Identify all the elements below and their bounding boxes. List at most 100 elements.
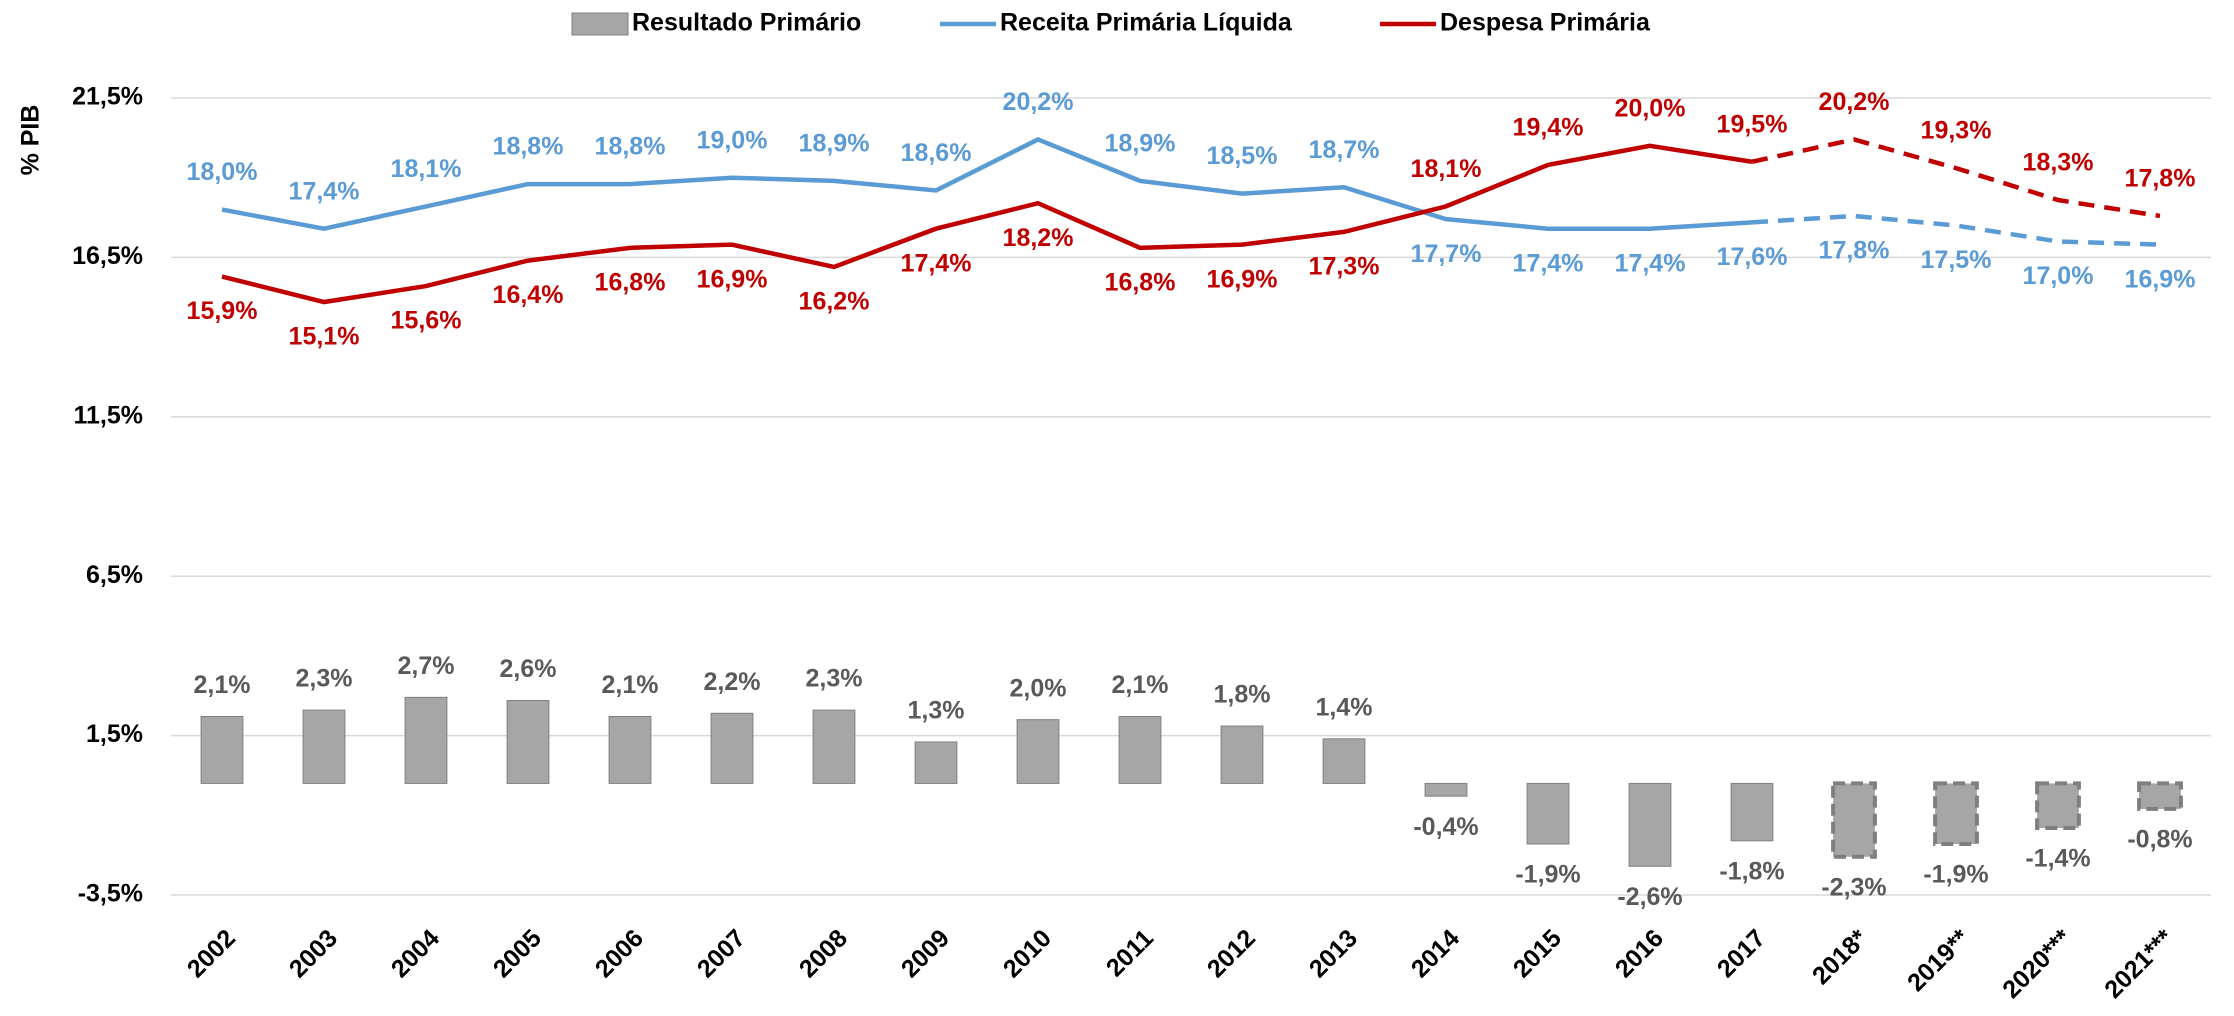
data-label: 2,3% [806, 665, 863, 693]
data-label: 15,1% [289, 323, 360, 351]
data-label: 19,5% [1717, 110, 1788, 138]
bar [608, 715, 652, 784]
data-label: 20,2% [1003, 88, 1074, 116]
data-label: 2,1% [194, 671, 251, 699]
x-tick-label: 2002 [182, 924, 241, 983]
data-label: 20,2% [1819, 88, 1890, 116]
data-label: 17,0% [2023, 262, 2094, 290]
x-tick-label: 2017 [1712, 924, 1771, 983]
bar [506, 700, 550, 784]
data-label: 17,6% [1717, 243, 1788, 271]
data-label: -1,8% [1719, 857, 1784, 885]
bar [1220, 725, 1264, 784]
data-label: 1,3% [908, 697, 965, 725]
bar [302, 709, 346, 784]
data-label: 2,1% [602, 671, 659, 699]
data-label: -2,6% [1617, 883, 1682, 911]
x-tick-label: 2004 [386, 924, 445, 983]
x-tick-label: 2014 [1406, 924, 1465, 983]
y-tick-label: 21,5% [72, 83, 143, 111]
data-label: 17,4% [1513, 249, 1584, 277]
data-label: 17,3% [1309, 253, 1380, 281]
data-label: 1,4% [1316, 693, 1373, 721]
y-tick-label: 6,5% [86, 561, 143, 589]
x-tick-label: 2010 [998, 924, 1057, 983]
y-axis-label: % PIB [17, 105, 45, 176]
data-label: -0,4% [1413, 813, 1478, 841]
line [1751, 137, 2161, 219]
data-label: 16,9% [2125, 265, 2196, 293]
x-tick-label: 2016 [1610, 924, 1669, 983]
x-tick-label: 2011 [1101, 924, 1159, 982]
x-tick-label: 2005 [488, 924, 547, 983]
bar [1016, 719, 1060, 784]
line [221, 136, 1753, 232]
data-label: 2,1% [1112, 671, 1169, 699]
y-tick-label: 11,5% [73, 401, 143, 429]
data-label: 19,0% [697, 126, 768, 154]
data-label: 16,8% [595, 268, 666, 296]
data-label: 16,9% [697, 265, 768, 293]
x-tick-label: 2003 [284, 924, 343, 983]
data-label: 2,6% [500, 655, 557, 683]
data-label: 18,1% [1411, 155, 1482, 183]
bar [1831, 781, 1877, 859]
y-tick-label: 16,5% [72, 242, 143, 270]
data-label: 15,9% [187, 297, 258, 325]
bar [812, 709, 856, 784]
x-tick-label: 2018* [1807, 924, 1873, 990]
bar [2137, 781, 2183, 811]
data-label: 18,9% [799, 129, 870, 157]
data-label: 17,4% [289, 177, 360, 205]
bar [404, 696, 448, 784]
line [1751, 213, 2161, 247]
data-label: -1,9% [1923, 861, 1988, 889]
data-label: 2,2% [704, 668, 761, 696]
data-label: 1,8% [1214, 681, 1271, 709]
data-label: -1,9% [1515, 861, 1580, 889]
bar [710, 712, 754, 784]
x-tick-label: 2007 [692, 924, 751, 983]
data-label: 16,4% [493, 281, 564, 309]
data-label: 17,7% [1411, 240, 1482, 268]
data-label: 18,6% [901, 139, 972, 167]
bar [200, 715, 244, 784]
bar [1118, 715, 1162, 784]
x-tick-label: 2009 [896, 924, 955, 983]
x-tick-label: 2019** [1902, 924, 1975, 997]
data-label: 18,2% [1003, 224, 1074, 252]
data-label: 17,4% [901, 249, 972, 277]
x-tick-label: 2006 [590, 924, 649, 983]
data-label: 18,0% [187, 158, 258, 186]
line [221, 143, 1753, 305]
data-label: 17,8% [1819, 237, 1890, 265]
x-tick-label: 2015 [1508, 924, 1567, 983]
data-label: 2,3% [296, 665, 353, 693]
data-label: 18,3% [2023, 149, 2094, 177]
bar [1322, 738, 1366, 784]
data-label: 16,9% [1207, 265, 1278, 293]
legend-label: Receita Primária Líquida [1000, 9, 1293, 37]
bar [1730, 782, 1774, 842]
data-label: 20,0% [1615, 94, 1686, 122]
bar [1933, 781, 1979, 846]
data-label: 2,7% [398, 652, 455, 680]
data-label: 17,4% [1615, 249, 1686, 277]
data-label: 18,5% [1207, 142, 1278, 170]
bar [2035, 781, 2081, 831]
data-label: 18,9% [1105, 129, 1176, 157]
data-label: 17,8% [2125, 165, 2196, 193]
data-label: 16,8% [1105, 268, 1176, 296]
bar [1628, 782, 1672, 867]
legend-swatch [571, 12, 629, 36]
x-tick-label: 2021*** [2099, 924, 2179, 1004]
data-label: 18,7% [1309, 136, 1380, 164]
bar [914, 741, 958, 784]
bar [1424, 782, 1468, 797]
legend-label: Resultado Primário [632, 9, 861, 37]
x-tick-label: 2012 [1202, 924, 1261, 983]
data-label: -1,4% [2025, 845, 2090, 873]
y-tick-label: -3,5% [78, 880, 143, 908]
legend-label: Despesa Primária [1440, 9, 1651, 37]
